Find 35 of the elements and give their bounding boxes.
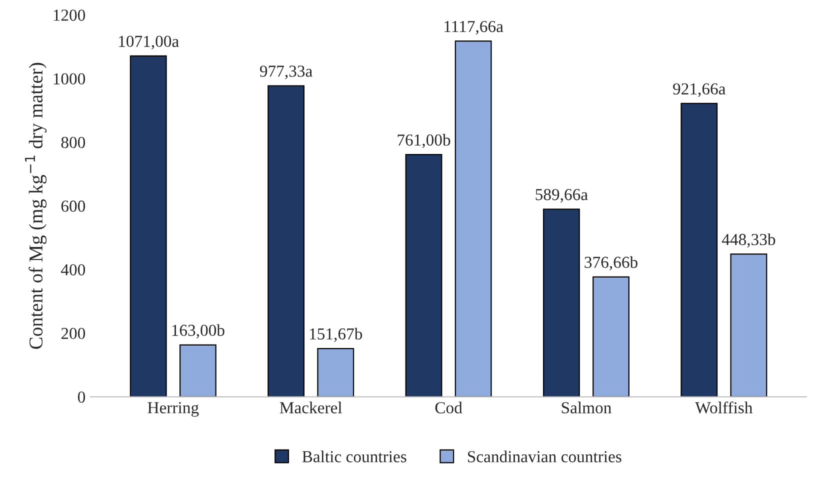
bar <box>268 85 305 397</box>
bar <box>542 208 580 397</box>
y-tick-label: 600 <box>61 200 86 212</box>
y-tick-label: 1200 <box>54 10 86 21</box>
x-tick-label: Wolffish <box>695 401 753 414</box>
y-axis-title: Content of Mg (mg kg$^{−1}$ dry matter) <box>25 62 47 349</box>
y-tick-label: 800 <box>61 136 86 148</box>
x-tick-label: Mackerel <box>280 402 342 414</box>
y-tick-label: 200 <box>61 328 86 340</box>
data-label: 589,66a <box>536 188 588 203</box>
bar <box>454 40 492 397</box>
bar <box>179 344 216 397</box>
data-label: 376,66b <box>584 256 638 270</box>
bar <box>592 276 630 397</box>
y-tick-label: 0 <box>78 392 86 403</box>
y-tick-label: 400 <box>60 264 86 276</box>
data-label: 977,33a <box>260 66 312 80</box>
data-label: 1117,66a <box>444 20 504 35</box>
y-tick-label: 1000 <box>54 73 86 84</box>
data-label: 761,00b <box>398 134 450 148</box>
legend-label: Baltic countries <box>302 450 406 462</box>
data-label: 921,66a <box>673 83 726 97</box>
bar <box>317 348 354 397</box>
data-label: 151,67b <box>310 328 362 342</box>
bar <box>405 154 442 397</box>
bar <box>730 254 768 397</box>
data-label: 1071,00a <box>119 36 179 50</box>
legend-label: Scandinavian countries <box>468 450 622 462</box>
x-tick-label: Herring <box>148 402 199 417</box>
x-tick-label: Salmon <box>562 402 612 414</box>
data-label: 163,00b <box>172 324 224 338</box>
x-tick-label: Cod <box>435 402 462 414</box>
bar <box>130 55 167 397</box>
bar <box>680 102 718 397</box>
data-label: 448,33b <box>722 233 776 248</box>
